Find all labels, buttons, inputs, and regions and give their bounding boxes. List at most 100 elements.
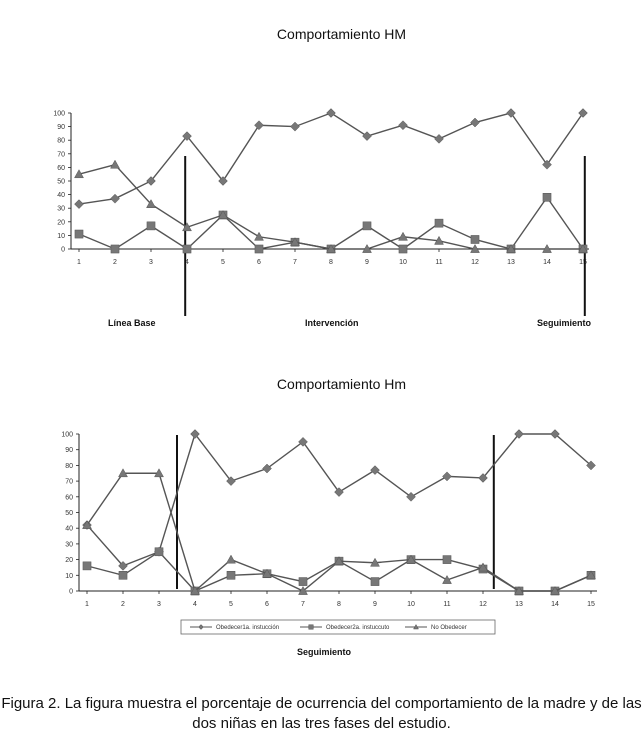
chart2-series-2-point [226, 571, 236, 580]
chart2-series-2-point [442, 555, 452, 564]
chart2-xtick-label: 8 [337, 601, 341, 608]
chart2-xtick-label: 5 [229, 601, 233, 608]
chart2-ytick-label: 20 [65, 557, 73, 564]
chart2-xtick-label: 2 [121, 601, 125, 608]
chart1-series-1-point [362, 131, 372, 141]
chart1-series-1-point [110, 193, 120, 204]
chart1-series-1-point [434, 133, 444, 144]
chart1-series-1-point [146, 176, 156, 186]
chart2-series-1-point [478, 473, 488, 483]
chart1-series-3-point [290, 237, 300, 247]
chart1-series-2-point [398, 244, 408, 254]
chart1-series-3-point [470, 243, 480, 253]
chart2-ytick-label: 60 [65, 494, 73, 501]
chart2-phase-label-seguimiento: Seguimiento [297, 647, 352, 657]
chart2-series-3-point [262, 568, 272, 578]
chart2-series-1-point [226, 476, 236, 486]
chart1-series-3-point [110, 159, 120, 169]
chart1-series-3-point [398, 231, 408, 241]
chart2-legend-marker-1 [198, 624, 204, 630]
chart2-xtick-label: 14 [551, 601, 559, 608]
chart2-series-3-point [370, 557, 380, 567]
chart1-xtick-label: 1 [77, 259, 81, 266]
chart2-series-3-point [406, 554, 416, 564]
chart2-series-1-point [514, 429, 524, 439]
chart2-xtick-label: 11 [443, 601, 450, 608]
chart1-series-3-point [434, 235, 444, 245]
chart2-series-1-line [86, 432, 592, 567]
chart2-series-2-point [154, 547, 164, 557]
chart2-legend-label-3: No Obedecer [431, 625, 467, 631]
chart1-series-2-point [362, 221, 372, 231]
chart2-series-1-point [190, 429, 200, 439]
chart2-title: Comportamiento Hm [276, 376, 407, 392]
chart1-xtick-label: 7 [293, 259, 297, 266]
chart1-xtick-label: 6 [257, 259, 261, 266]
chart1-series-3-point [254, 231, 264, 241]
chart1-series-1-point [182, 131, 192, 141]
chart2-legend-label-2: Obedecer2a. instuccuto [326, 625, 390, 631]
chart2-xtick-label: 10 [407, 601, 415, 608]
chart2-xtick-label: 1 [85, 601, 89, 608]
chart1-ytick-label: 0 [61, 247, 65, 254]
chart1-series-3-point [542, 243, 552, 253]
chart2-series-1-point [406, 491, 416, 502]
chart1-series-2-point [542, 193, 552, 202]
chart1-ytick-label: 90 [57, 124, 65, 131]
chart1-series-1-point [254, 120, 264, 131]
chart1-xtick-label: 9 [365, 259, 369, 266]
chart1-xtick-label: 13 [507, 259, 515, 266]
chart1-xtick-label: 15 [579, 259, 587, 266]
chart2-xtick-label: 6 [265, 601, 269, 608]
chart1-xtick-label: 11 [435, 259, 442, 266]
chart2-series-3-point [478, 562, 488, 572]
chart2-xtick-label: 15 [587, 601, 595, 608]
chart2-legend-marker-2 [308, 624, 314, 630]
chart2-series-2-point [82, 561, 92, 571]
chart1-xtick-label: 3 [149, 259, 153, 266]
chart1-ytick-label: 10 [57, 233, 65, 240]
chart2-series-3-point [118, 468, 128, 478]
chart2-series-3-point [334, 556, 344, 566]
chart1-xtick-label: 12 [471, 259, 479, 266]
chart1-series-3-point [182, 222, 192, 232]
chart2-series-2-point [118, 571, 128, 580]
chart2-ytick-label: 100 [61, 432, 73, 439]
chart2-ytick-label: 0 [69, 589, 73, 596]
chart1-series-3-point [362, 243, 372, 253]
chart1-xtick-label: 2 [113, 259, 117, 266]
chart2-ytick-label: 80 [65, 463, 73, 470]
chart1-series-1-point [506, 108, 516, 118]
chart1-xtick-label: 5 [221, 259, 225, 266]
chart1-ytick-label: 70 [57, 151, 65, 158]
chart1-series-1-point [326, 108, 336, 118]
chart2-legend-label-1: Obedecer1a. instucción [216, 625, 279, 631]
chart1-series-2-point [74, 229, 84, 239]
chart1-series-1-point [470, 117, 480, 128]
chart2-ytick-label: 90 [65, 447, 73, 454]
chart2-legend-marker-3 [413, 623, 419, 630]
chart2-series-1-point [262, 463, 272, 474]
chart1-series-3-point [218, 209, 228, 219]
chart2-ytick-label: 70 [65, 479, 73, 486]
chart2-series-1-point [370, 465, 380, 475]
chart2-ytick-label: 40 [65, 526, 73, 533]
chart2-series-3-point [190, 585, 200, 595]
chart2-series-1-point [298, 436, 308, 447]
chart1-series-3-point [506, 243, 516, 253]
chart2-series-3-point [514, 585, 524, 595]
chart1-title: Comportamiento HM [276, 26, 407, 42]
chart1-xtick-label: 10 [399, 259, 407, 266]
chart2-xtick-label: 13 [515, 601, 523, 608]
phase-label-seguimiento: Seguimiento [537, 318, 592, 328]
chart1-series-1-point [578, 108, 588, 118]
chart2-series-2-point [298, 577, 308, 586]
chart1-series-1-point [218, 176, 228, 186]
chart1-series-2-point [110, 244, 120, 254]
chart1-series-2-point [434, 218, 444, 228]
chart2-series-3-point [550, 585, 560, 595]
chart1-series-2-point [254, 244, 264, 254]
chart2-series-1-point [586, 460, 596, 471]
